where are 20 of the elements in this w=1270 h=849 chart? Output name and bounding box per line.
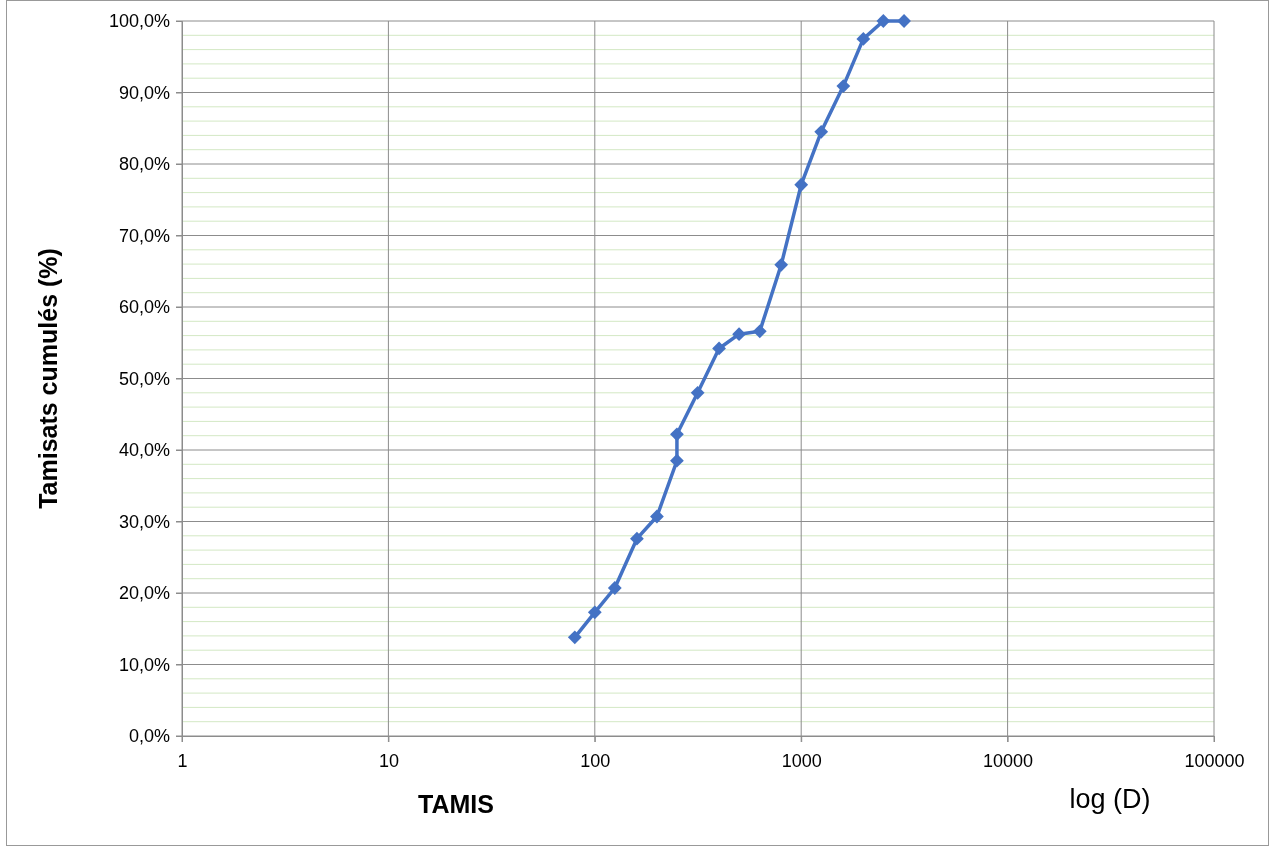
x-tick-label: 1000 (781, 750, 822, 771)
y-tick-label: 80,0% (118, 154, 170, 175)
x-tick-label: 1 (177, 750, 188, 771)
y-tick-label: 70,0% (118, 225, 170, 246)
y-axis-title: Tamisats cumulés (%) (34, 248, 62, 509)
y-tick-label: 10,0% (118, 654, 170, 675)
y-tick-label: 60,0% (118, 297, 170, 318)
x-axis-title: TAMIS (418, 790, 494, 818)
y-tick-label: 30,0% (118, 511, 170, 532)
x-tick-label: 100000 (1184, 750, 1245, 771)
y-tick-label: 50,0% (118, 368, 170, 389)
x-tick-label: 10 (378, 750, 399, 771)
x-tick-label: 100 (580, 750, 611, 771)
y-tick-label: 20,0% (118, 583, 170, 604)
y-tick-label: 100,0% (108, 11, 170, 32)
y-tick-label: 0,0% (128, 726, 170, 747)
y-tick-label: 90,0% (118, 82, 170, 103)
text: log (D) (1069, 784, 1151, 814)
x-tick-label: 10000 (983, 750, 1034, 771)
y-tick-label: 40,0% (118, 440, 170, 461)
